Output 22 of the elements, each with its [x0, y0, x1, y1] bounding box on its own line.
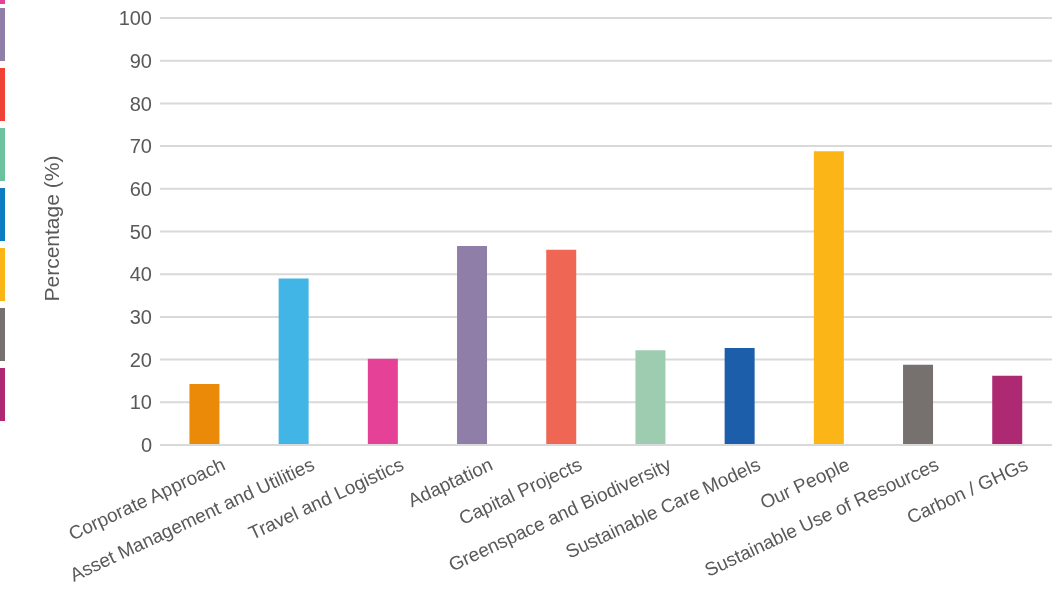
bar — [457, 246, 488, 445]
y-tick-label: 80 — [129, 92, 152, 115]
y-axis-title: Percentage (%) — [40, 155, 64, 302]
y-tick-label: 10 — [129, 391, 152, 414]
bar — [813, 151, 844, 445]
bar — [903, 364, 934, 445]
bar — [189, 383, 220, 445]
y-tick-label: 70 — [129, 135, 152, 158]
y-tick-label: 40 — [129, 263, 152, 286]
bar — [367, 358, 398, 445]
y-tick-label: 100 — [118, 7, 152, 30]
y-tick-label: 30 — [129, 306, 152, 328]
bar — [635, 350, 666, 445]
bar — [278, 278, 309, 445]
bar — [724, 348, 755, 445]
y-tick-label: 60 — [129, 177, 152, 200]
y-tick-label: 20 — [129, 348, 152, 371]
y-tick-label: 0 — [140, 434, 152, 457]
y-tick-label: 90 — [129, 49, 152, 72]
bar — [992, 375, 1023, 445]
y-tick-label: 50 — [129, 220, 152, 243]
bar — [546, 249, 577, 445]
